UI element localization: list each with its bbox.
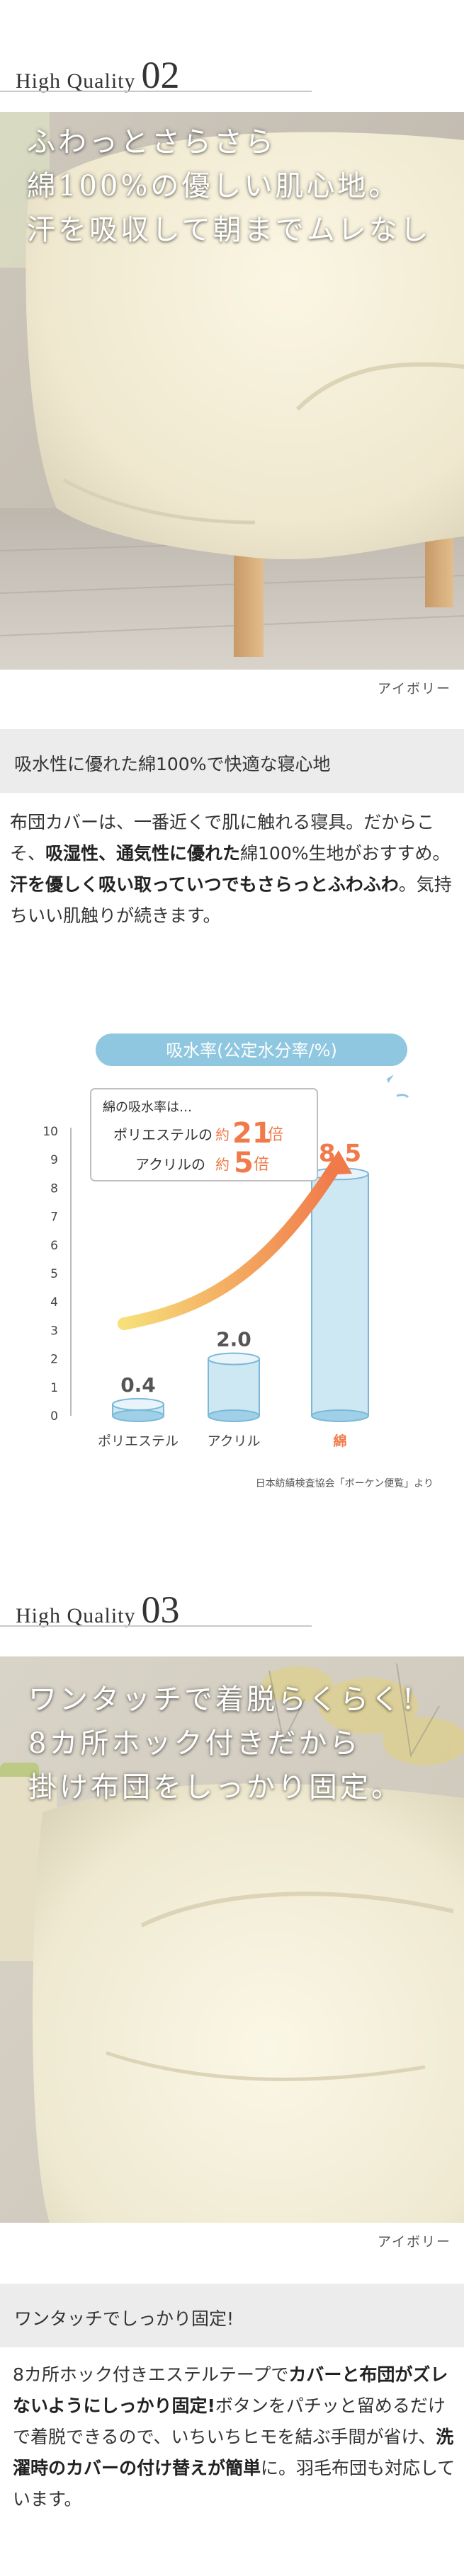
heading-number: 03: [141, 1588, 180, 1631]
callout-line1-unit: 倍: [268, 1126, 283, 1144]
y-tick-label: 7: [50, 1210, 58, 1225]
bar: 2.0 アクリル: [207, 1328, 260, 1449]
bed-photo-illustration: [0, 112, 464, 670]
feature-band-title: ワンタッチでしっかり固定!: [14, 2308, 234, 2329]
y-tick-label: 3: [50, 1324, 58, 1338]
category-label: ポリエステル: [98, 1433, 179, 1449]
body-segment: 綿100%生地がおすすめ。: [240, 843, 451, 864]
value-label: 2.0: [216, 1328, 251, 1351]
overlay-line: ワンタッチで着脱らくらく!: [28, 1683, 417, 1716]
bar-cap: [208, 1352, 260, 1366]
bar: 8.5綿: [311, 1139, 369, 1449]
feature-band-title: 吸水性に優れた綿100%で快適な寝心地: [14, 754, 331, 774]
body-segment: に。羽毛布団も対応しています。: [13, 2458, 455, 2509]
section-03-heading: High Quality 03: [0, 1549, 464, 1655]
bar-cap: [112, 1397, 164, 1411]
arrow-head-icon: [322, 1150, 352, 1175]
feature-band: 吸水性に優れた綿100%で快適な寝心地: [0, 729, 464, 793]
body-emphasis: カバーと布団がズレないようにしっかり固定!: [13, 2364, 448, 2416]
bar-base: [208, 1409, 260, 1422]
y-tick-label: 6: [50, 1239, 58, 1253]
overlay-line: 汗を吸収して朝までムレなし: [27, 214, 431, 246]
duvet-photo-illustration: [0, 1656, 464, 2223]
callout-line1-value: 21: [232, 1117, 272, 1150]
color-caption: アイボリー: [377, 2234, 451, 2250]
overlay-line: 掛け布団をしっかり固定。: [28, 1771, 402, 1804]
callout-line1-label: ポリエステルの: [113, 1126, 213, 1143]
feature-band: ワンタッチでしっかり固定!: [0, 2284, 464, 2347]
chart-title: 吸水率(公定水分率/%): [166, 1041, 337, 1060]
overlay-line: ふわっとさらさら: [27, 126, 276, 159]
body-segment: 布団カバーは、一番近くで肌に触れる寝具。だからこそ、: [10, 812, 435, 864]
y-tick-label: 8: [50, 1181, 58, 1196]
heading-word: High Quality: [16, 69, 136, 93]
callout-line1-yaku: 約: [215, 1126, 230, 1143]
chart-title-pill: [96, 1034, 407, 1066]
bars: 0.4 ポリエステル 2.0 アクリル 8.5綿: [98, 1139, 369, 1449]
body-segment: ボタンをパチッと留めるだけで着脱できるので、いちいちヒモを結ぶ手間が省け、: [13, 2395, 446, 2447]
y-tick-label: 1: [50, 1381, 58, 1395]
overlay-line: 8カ所ホック付きだから: [28, 1727, 361, 1760]
heading-number: 02: [141, 54, 180, 96]
heading-rule: [0, 1625, 312, 1627]
y-tick-label: 0: [50, 1409, 58, 1424]
body-emphasis: 吸湿性、通気性に優れた: [45, 843, 241, 864]
y-axis: 0 1 2 3 4 5 6 7 8 9 10: [43, 1125, 72, 1424]
growth-arrow: [118, 1158, 343, 1330]
body-emphasis: 洗濯時のカバーの付け替えが簡単: [13, 2427, 454, 2478]
heading-rule: [0, 91, 312, 92]
bar-base: [311, 1409, 369, 1422]
y-tick-label: 9: [50, 1153, 58, 1167]
value-label: 0.4: [120, 1373, 156, 1397]
callout-line2-yaku: 約: [215, 1156, 230, 1173]
bar-base: [112, 1409, 164, 1422]
body-emphasis: 汗を優しく吸い取っていつでもさらっとふわふわ: [10, 874, 399, 895]
color-caption: アイボリー: [377, 681, 451, 697]
callout-line2-label: アクリルの: [135, 1156, 205, 1173]
product-photo-03: ワンタッチで着脱らくらく! 8カ所ホック付きだから 掛け布団をしっかり固定。: [0, 1656, 464, 2223]
absorption-chart: 吸水率(公定水分率/%) 0 1 2 3 4 5 6 7 8 9 10 0.4 ポリエステル 2.0 アク…: [43, 1034, 434, 1489]
category-label: 綿: [333, 1433, 346, 1449]
section-02-heading: High Quality 02: [0, 14, 464, 120]
callout-line2-unit: 倍: [254, 1156, 269, 1174]
y-tick-label: 5: [50, 1267, 58, 1281]
photo-overlay-text: ふわっとさらさら 綿100%の優しい肌心地。 汗を吸収して朝までムレなし: [27, 120, 431, 252]
chart-source: 日本紡績検査協会「ボーケン便覧」より: [256, 1477, 434, 1489]
bar-body: [208, 1358, 260, 1417]
overlay-line: 綿100%の優しい肌心地。: [27, 170, 400, 202]
feature-description: 布団カバーは、一番近くで肌に触れる寝具。だからこそ、吸湿性、通気性に優れた綿10…: [10, 807, 455, 932]
feature-description: 8カ所ホック付きエステルテープでカバーと布団がズレないようにしっかり固定!ボタン…: [10, 2359, 458, 2515]
body-segment: 8カ所ホック付きエステルテープで: [13, 2364, 289, 2385]
category-label: アクリル: [207, 1433, 260, 1449]
bar-body: [311, 1173, 369, 1417]
y-tick-label: 10: [43, 1125, 58, 1139]
droplet-icon: [387, 1075, 409, 1099]
bar: 0.4 ポリエステル: [98, 1373, 179, 1449]
product-photo-02: ふわっとさらさら 綿100%の優しい肌心地。 汗を吸収して朝までムレなし: [0, 112, 464, 670]
y-tick-label: 2: [50, 1353, 58, 1367]
body-segment: 。気持ちいい肌触りが続きます。: [10, 874, 452, 926]
y-tick-label: 4: [50, 1295, 58, 1310]
callout-box: [90, 1088, 318, 1181]
photo-overlay-text: ワンタッチで着脱らくらく! 8カ所ホック付きだから 掛け布団をしっかり固定。: [28, 1678, 417, 1809]
heading-word: High Quality: [16, 1604, 136, 1627]
callout-line2-value: 5: [234, 1147, 254, 1179]
callout-heading: 綿の吸水率は…: [103, 1100, 192, 1115]
heading-title: High Quality 03: [16, 1588, 180, 1632]
heading-title: High Quality 02: [16, 53, 180, 97]
